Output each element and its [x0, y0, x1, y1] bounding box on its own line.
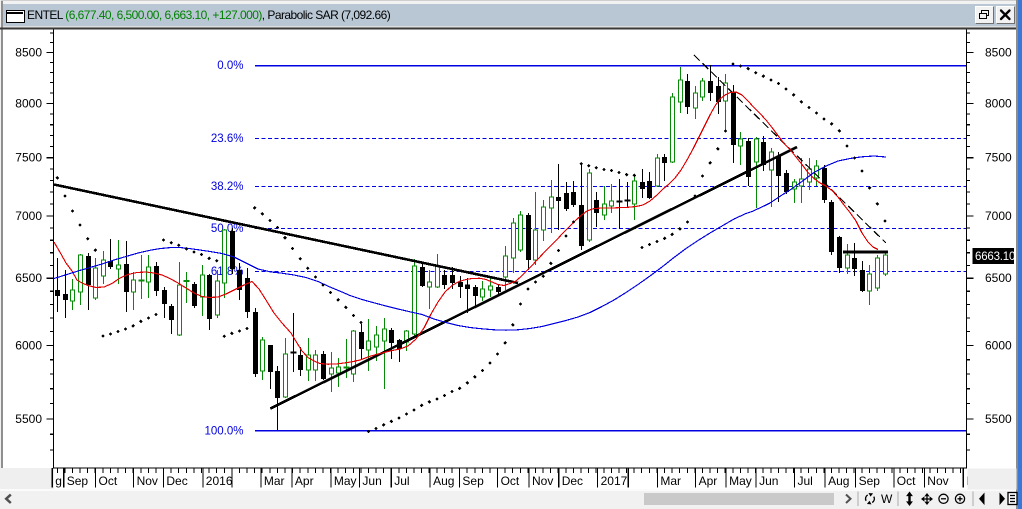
svg-text:38.2%: 38.2%	[211, 181, 244, 193]
svg-text:Sep: Sep	[67, 474, 89, 488]
svg-text:23.6%: 23.6%	[211, 133, 244, 145]
svg-text:Aug: Aug	[828, 474, 849, 488]
svg-text:Mar: Mar	[660, 474, 681, 488]
svg-text:Mar: Mar	[264, 474, 285, 488]
svg-text:50.0%: 50.0%	[211, 223, 244, 235]
svg-text:May: May	[334, 474, 357, 488]
svg-text:Oct: Oct	[501, 474, 520, 488]
svg-text:Oct: Oct	[897, 474, 916, 488]
svg-text:Jul: Jul	[394, 474, 409, 488]
svg-text:100.0%: 100.0%	[204, 425, 243, 437]
svg-text:Jun: Jun	[362, 474, 381, 488]
svg-text:W: W	[881, 492, 893, 506]
svg-text:g: g	[55, 474, 62, 488]
svg-text:7000: 7000	[985, 209, 1012, 223]
svg-text:Apr: Apr	[699, 474, 718, 488]
svg-text:Nov: Nov	[532, 474, 553, 488]
svg-text:2016: 2016	[206, 474, 233, 488]
svg-text:Apr: Apr	[295, 474, 314, 488]
svg-text:8000: 8000	[985, 96, 1012, 110]
svg-text:Jul: Jul	[798, 474, 813, 488]
svg-text:7500: 7500	[985, 151, 1012, 165]
svg-text:May: May	[729, 474, 752, 488]
svg-text:6000: 6000	[15, 339, 42, 353]
svg-text:Jun: Jun	[759, 474, 778, 488]
svg-text:6500: 6500	[15, 271, 42, 285]
svg-text:Dec: Dec	[562, 474, 583, 488]
svg-text:Dec: Dec	[166, 474, 187, 488]
svg-text:6500: 6500	[985, 271, 1012, 285]
svg-text:Aug: Aug	[433, 474, 454, 488]
svg-text:Oct: Oct	[99, 474, 118, 488]
svg-text:5500: 5500	[15, 412, 42, 426]
svg-text:8500: 8500	[985, 45, 1012, 59]
svg-text:Nov: Nov	[927, 474, 948, 488]
svg-text:Sep: Sep	[462, 474, 484, 488]
svg-text:Sep: Sep	[859, 474, 881, 488]
svg-text:Nov: Nov	[137, 474, 158, 488]
svg-text:0.0%: 0.0%	[217, 60, 243, 72]
svg-text:6000: 6000	[985, 339, 1012, 353]
svg-text:8000: 8000	[15, 96, 42, 110]
svg-text:6663.10: 6663.10	[975, 251, 1015, 263]
svg-text:61.8%: 61.8%	[211, 266, 244, 278]
svg-text:8500: 8500	[15, 45, 42, 59]
svg-text:7000: 7000	[15, 209, 42, 223]
svg-text:7500: 7500	[15, 151, 42, 165]
svg-text:2017: 2017	[601, 474, 628, 488]
svg-text:5500: 5500	[985, 412, 1012, 426]
